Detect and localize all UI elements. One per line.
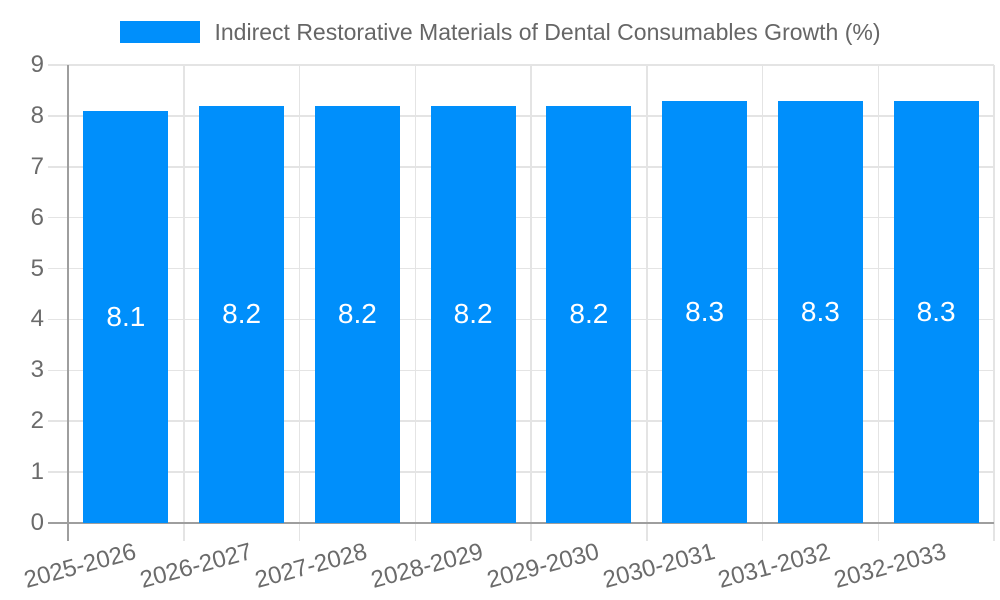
legend-label[interactable]: Indirect Restorative Materials of Dental… — [214, 18, 881, 45]
x-gridline — [298, 65, 301, 541]
x-gridline — [414, 65, 416, 541]
x-axis-tick-label: 2027-2028 — [252, 538, 371, 594]
x-gridline — [761, 65, 764, 541]
x-gridline — [993, 65, 995, 541]
y-gridline — [48, 420, 994, 422]
bar[interactable] — [546, 105, 632, 523]
y-axis-tick-label: 1 — [30, 458, 44, 486]
y-gridline — [48, 216, 994, 219]
x-axis-tick-label: 2031-2032 — [715, 538, 834, 594]
x-axis-tick-label: 2029-2030 — [484, 538, 602, 594]
y-gridline — [48, 318, 994, 321]
bar[interactable] — [430, 105, 516, 523]
legend[interactable]: Indirect Restorative Materials of Dental… — [0, 8, 1000, 56]
bar[interactable] — [199, 105, 285, 523]
legend-marker[interactable] — [119, 21, 200, 43]
y-gridline — [48, 471, 994, 473]
x-axis-tick-label: 2032-2033 — [831, 538, 950, 594]
x-gridline — [877, 65, 879, 541]
bar[interactable] — [662, 100, 748, 523]
y-axis-tick-label: 9 — [30, 51, 44, 78]
y-gridline — [48, 267, 994, 270]
y-axis-tick-label: 2 — [30, 407, 44, 435]
y-axis-tick-label: 5 — [30, 254, 44, 282]
y-axis-line — [67, 65, 69, 541]
y-axis-tick-label: 4 — [30, 305, 44, 333]
y-axis-tick-label: 7 — [30, 152, 44, 180]
x-axis-tick-label: 2026-2027 — [136, 538, 255, 594]
bar[interactable] — [314, 105, 400, 523]
y-gridline — [48, 166, 994, 168]
x-gridline — [646, 65, 648, 541]
x-axis-tick-label: 2030-2031 — [599, 538, 718, 594]
y-axis-tick-label: 0 — [30, 509, 44, 536]
y-gridline — [48, 369, 994, 372]
y-axis-tick-label: 3 — [30, 356, 44, 384]
bar[interactable] — [893, 100, 979, 523]
bar[interactable] — [777, 100, 863, 523]
x-gridline — [530, 65, 532, 541]
x-axis-tick-label: 2025-2026 — [21, 538, 139, 594]
y-axis-tick-label: 6 — [30, 203, 44, 231]
y-axis-tick-label: 8 — [30, 101, 44, 129]
bar[interactable] — [83, 110, 169, 523]
x-axis-line — [48, 522, 994, 524]
x-axis-tick-label: 2028-2029 — [368, 538, 487, 594]
y-gridline — [48, 64, 994, 66]
y-gridline — [48, 115, 994, 117]
x-gridline — [183, 65, 185, 541]
